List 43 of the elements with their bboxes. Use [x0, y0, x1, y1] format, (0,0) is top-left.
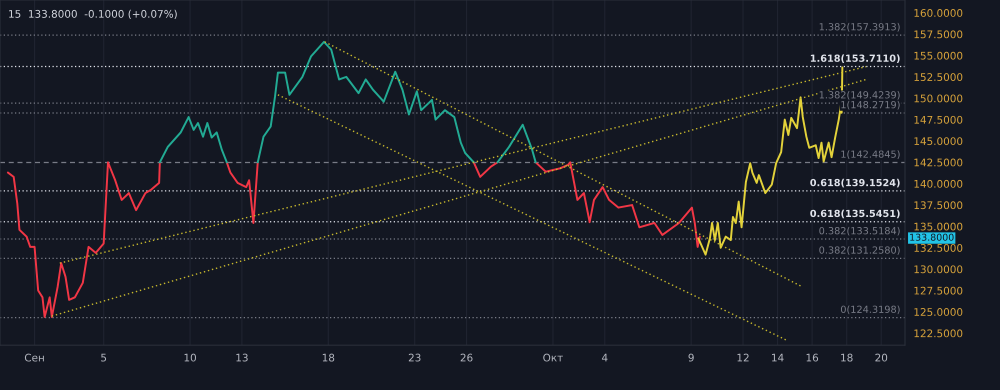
y-tick-label: 135.0000 [914, 222, 962, 231]
y-tick-label: 150.0000 [914, 94, 962, 102]
x-tick-label: Окт [543, 354, 563, 362]
ref-line-label: 1.382(157.3913) [820, 22, 900, 32]
y-tick-label: 157.5000 [914, 30, 962, 38]
y-tick-label: 130.0000 [914, 265, 962, 274]
ref-line-label: 0(124.3198) [840, 305, 900, 314]
y-tick-label: 152.5000 [914, 73, 962, 81]
x-tick-label: 16 [806, 354, 818, 362]
text: 15 133.8000 -0.1000 (+0.07%) [9, 10, 177, 20]
x-tick-label: 20 [875, 354, 888, 362]
ref-line-label: 0.382(133.5184) [819, 226, 900, 236]
x-tick-label: 18 [322, 354, 334, 362]
ref-line-label: 0.382(131.2580) [819, 246, 900, 255]
y-tick-label: 127.5000 [914, 286, 962, 295]
y-tick-label: 125.0000 [914, 308, 962, 316]
ref-line-label: 1(142.4845) [841, 150, 900, 159]
y-tick-label: 145.0000 [914, 137, 962, 146]
x-tick-label: 5 [101, 354, 106, 362]
x-tick-label: 10 [184, 354, 196, 362]
ref-line-label: 1.618(153.7110) [810, 54, 900, 64]
x-tick-label: 18 [841, 354, 853, 362]
y-tick-label: 155.0000 [914, 52, 962, 60]
x-tick-label: 23 [408, 354, 420, 362]
ref-line-label: 1.382(149.4239) [820, 90, 900, 100]
x-tick-label: 13 [236, 354, 248, 362]
x-tick-label: 12 [738, 354, 749, 362]
x-tick-label: 4 [602, 354, 608, 362]
y-tick-label: 140.0000 [914, 180, 962, 188]
y-tick-label: 142.5000 [914, 158, 962, 166]
x-tick-label: 26 [460, 354, 473, 362]
y-tick-label: 147.5000 [914, 116, 962, 124]
y-tick-label: 122.5000 [914, 329, 962, 338]
x-tick-label: 9 [688, 354, 694, 362]
x-tick-label: 14 [772, 354, 784, 362]
text: 133.8000 [910, 234, 954, 241]
y-tick-label: 160.0000 [914, 9, 962, 17]
ref-line-label: 0.618(139.1524) [810, 178, 900, 188]
ref-line-label: 0.618(135.5451) [810, 210, 900, 218]
y-tick-label: 132.5000 [914, 244, 962, 252]
x-tick-label: Сен [24, 354, 44, 362]
y-tick-label: 137.5000 [914, 201, 962, 210]
ref-line-label: 1(148.2719) [841, 100, 900, 110]
